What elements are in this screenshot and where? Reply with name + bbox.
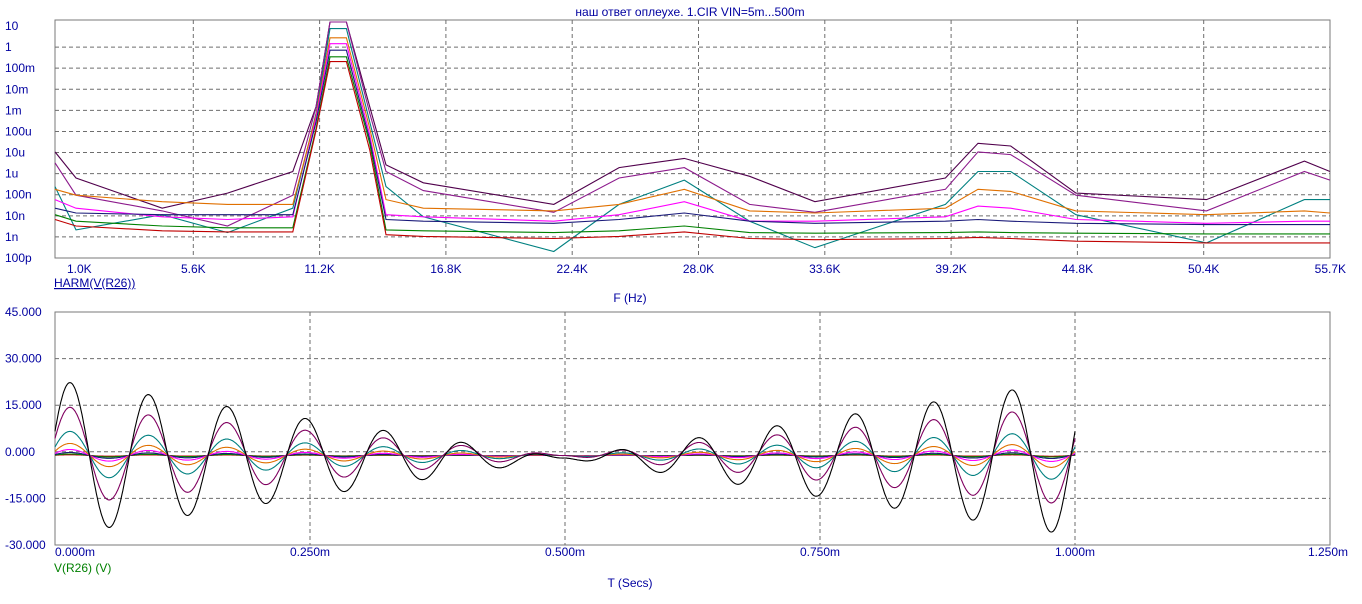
spectrum-x-tick-label: 39.2K [935,262,966,276]
transient-x-tick-label: 0.500m [545,545,585,559]
spectrum-x-tick-label: 16.8K [430,262,461,276]
transient-plot: 45.000 30.000 15.000 0.000 -15.000 -30.000 0.… [5,305,1348,590]
transient-y-tick-label: 45.000 [5,305,42,319]
transient-trace-label[interactable]: V(R26) (V) [54,561,111,575]
transient-series-line [54,406,1076,504]
spectrum-y-ticks: 10 1 100m 10m 1m 100u 10u 1u 100n 10n 1n 100p [5,19,35,265]
spectrum-y-tick-label: 1n [5,230,18,244]
spectrum-x-ticks: 1.0K 5.6K 11.2K 16.8K 22.4K 28.0K 33.6K 39.2K 44… [67,262,1346,276]
spectrum-y-tick-label: 10 [5,19,19,33]
chart-title: наш ответ оплеухе. 1.CIR VIN=5m...500m [575,5,804,19]
transient-y-tick-label: 15.000 [5,398,42,412]
transient-x-ticks: 0.000m 0.250m 0.500m 0.750m 1.000m 1.250m [55,545,1348,559]
transient-plot-frame [54,311,1331,546]
spectrum-series-line [54,43,1330,224]
spectrum-y-tick-label: 100n [5,188,32,202]
spectrum-x-tick-label: 33.6K [809,262,840,276]
spectrum-y-tick-label: 100u [5,124,32,138]
spectrum-series-line [54,37,1331,216]
transient-x-tick-label: 0.000m [55,545,95,559]
spectrum-x-tick-label: 5.6K [181,262,206,276]
spectrum-series-line [54,61,1330,244]
spectrum-y-tick-label: 10n [5,209,25,223]
spectrum-x-tick-label: 55.7K [1315,262,1346,276]
spectrum-x-tick-label: 44.8K [1062,262,1093,276]
spectrum-series-line [54,56,1330,235]
spectrum-x-tick-label: 22.4K [557,262,588,276]
spectrum-trace-label[interactable]: HARM(V(R26)) [54,276,135,290]
transient-y-tick-label: 30.000 [5,352,42,366]
spectrum-x-tick-label: 28.0K [683,262,714,276]
transient-y-tick-label: 0.000 [5,445,35,459]
spectrum-series-line [54,21,1331,209]
spectrum-y-tick-label: 100m [5,61,35,75]
spectrum-x-axis-title: F (Hz) [613,291,646,305]
transient-x-tick-label: 0.750m [800,545,840,559]
transient-grid [55,312,1330,545]
spectrum-plot-frame [54,19,1331,259]
spectrum-series-line [54,28,1330,253]
spectrum-y-tick-label: 10u [5,146,25,160]
spectrum-traces [54,21,1331,253]
spectrum-y-tick-label: 10m [5,82,28,96]
transient-y-tick-label: -30.000 [5,538,46,552]
spectrum-x-tick-label: 11.2K [304,262,334,276]
spectrum-y-tick-label: 1m [5,103,22,117]
transient-x-tick-label: 1.250m [1308,545,1348,559]
spectrum-y-tick-label: 1 [5,40,12,54]
transient-x-tick-label: 1.000m [1055,545,1095,559]
spectrum-y-tick-label: 100p [5,251,32,265]
transient-y-ticks: 45.000 30.000 15.000 0.000 -15.000 -30.000 [5,305,46,552]
spectrum-grid [55,20,1330,258]
transient-series-line [54,382,1076,533]
spectrum-plot: 10 1 100m 10m 1m 100u 10u 1u 100n 10n 1n 100p 1.0K 5… [5,19,1346,305]
spectrum-y-tick-label: 1u [5,167,18,181]
transient-x-axis-title: T (Secs) [607,576,652,590]
transient-traces [54,382,1076,533]
transient-y-tick-label: -15.000 [5,491,46,505]
spectrum-x-tick-label: 1.0K [67,262,92,276]
spectrum-series-line [54,21,1331,227]
transient-x-tick-label: 0.250m [290,545,330,559]
spectrum-series-line [54,49,1330,226]
spectrum-x-tick-label: 50.4K [1188,262,1219,276]
